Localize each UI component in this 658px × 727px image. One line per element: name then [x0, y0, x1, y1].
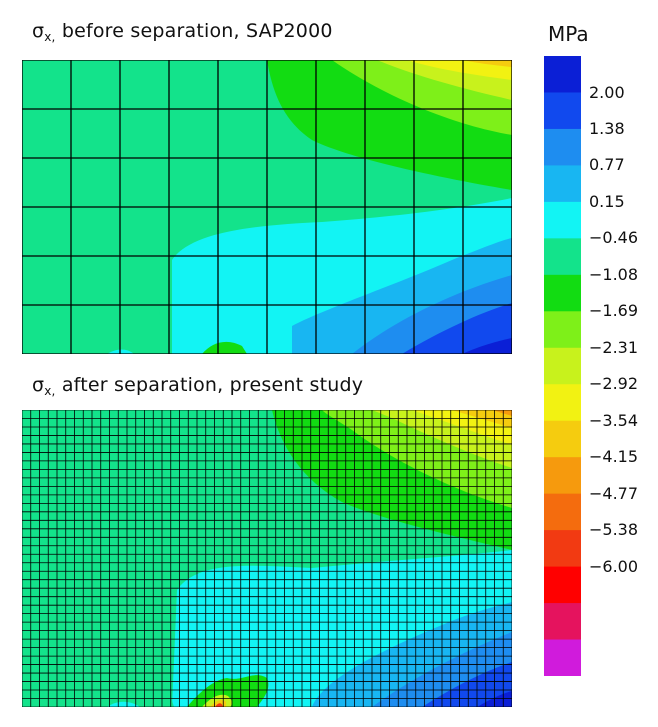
colorbar-tick-label: −0.46	[589, 228, 639, 248]
colorbar-segment	[544, 420, 581, 458]
colorbar-segment	[544, 639, 581, 676]
sigma-subscript: x,	[44, 384, 56, 398]
bottom-plot-title: σx, after separation, present study	[32, 374, 363, 398]
top-mesh-grid	[22, 60, 512, 354]
colorbar-segment	[544, 530, 581, 568]
colorbar-tick-label: 2.00	[589, 82, 625, 102]
colorbar-tick-label: −4.15	[589, 447, 639, 467]
colorbar-segment	[544, 384, 581, 422]
colorbar-tick-label: −4.77	[589, 483, 639, 503]
colorbar-tick-label: −5.38	[589, 520, 639, 540]
colorbar-segment	[544, 566, 581, 604]
bottom-title-text: after separation, present study	[55, 374, 364, 396]
bottom-mesh-grid	[22, 410, 512, 707]
colorbar-segment	[544, 56, 581, 93]
colorbar-unit: MPa	[548, 22, 589, 46]
colorbar-tick-label: 0.15	[589, 191, 625, 211]
colorbar-segment	[544, 347, 581, 385]
colorbar-segment	[544, 457, 581, 495]
colorbar	[544, 56, 581, 676]
top-stress-contour	[22, 60, 512, 354]
colorbar-segment	[544, 311, 581, 349]
top-plot-title: σx, before separation, SAP2000	[32, 20, 333, 44]
colorbar-segment	[544, 274, 581, 312]
sigma-subscript: x,	[44, 30, 56, 44]
sigma-symbol: σ	[32, 20, 45, 42]
colorbar-segment	[544, 165, 581, 203]
colorbar-tick-label: −2.92	[589, 374, 639, 394]
colorbar-tick-label: −2.31	[589, 337, 639, 357]
colorbar-tick-label: −3.54	[589, 410, 639, 430]
colorbar-tick-label: −6.00	[589, 556, 639, 576]
colorbar-segment	[544, 201, 581, 239]
colorbar-tick-label: 0.77	[589, 155, 625, 175]
colorbar-tick-label: −1.69	[589, 301, 639, 321]
colorbar-segment	[544, 238, 581, 276]
sigma-symbol: σ	[32, 374, 45, 396]
colorbar-tick-label: 1.38	[589, 118, 625, 138]
top-title-text: before separation, SAP2000	[55, 20, 333, 42]
colorbar-segment	[544, 92, 581, 130]
colorbar-segment	[544, 603, 581, 641]
bottom-stress-contour	[22, 410, 512, 707]
colorbar-segment	[544, 493, 581, 531]
colorbar-tick-label: −1.08	[589, 264, 639, 284]
colorbar-segment	[544, 128, 581, 166]
